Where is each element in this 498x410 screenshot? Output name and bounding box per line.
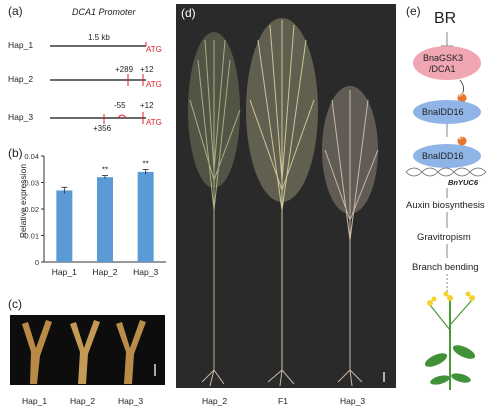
mark-hap3-12: +12	[140, 101, 154, 110]
stem-label-hap2: Hap_2	[70, 396, 96, 406]
gsk3-label-2: /DCA1	[429, 64, 456, 74]
panel-b-label: (b)	[8, 146, 23, 160]
row-name-hap3: Hap_3	[8, 112, 34, 122]
stem-label-hap3: Hap_3	[118, 396, 144, 406]
x-tick-label: Hap_2	[92, 267, 117, 277]
idd16-label-b: BnaIDD16	[422, 151, 464, 161]
stem-hap2	[70, 320, 100, 384]
stem-hap1	[22, 320, 52, 384]
panel-a-label: (a)	[8, 4, 23, 18]
y-tick-label: 0	[35, 258, 39, 267]
length-label: 1.5 kb	[88, 33, 110, 42]
atg-hap1: ATG	[146, 45, 162, 54]
panel-c-label: (c)	[8, 297, 22, 311]
step-auxin: Auxin biosynthesis	[406, 200, 485, 211]
p-label-2: P	[459, 136, 464, 142]
mark-hap2-289: +289	[115, 65, 134, 74]
stem-label-hap1: Hap_1	[22, 396, 48, 406]
gsk3-node	[413, 46, 481, 80]
x-tick-label: Hap_1	[52, 267, 77, 277]
plant-label-f1: F1	[278, 396, 288, 406]
row-name-hap2: Hap_2	[8, 74, 34, 84]
significance-mark: **	[102, 166, 108, 175]
mark-hap3-55: -55	[114, 101, 126, 110]
yuc6-label: BnYUC6	[448, 178, 479, 187]
idd16-label-a: BnaIDD16	[422, 107, 464, 117]
mark-hap3-356: +356	[93, 124, 112, 133]
mark-hap2-12: +12	[140, 65, 154, 74]
promoter-title: DCA1 Promoter	[72, 7, 136, 17]
atg-hap3: ATG	[146, 118, 162, 127]
br-label: BR	[434, 10, 457, 27]
y-tick-label: 0.03	[24, 179, 39, 188]
plant-f1	[249, 20, 315, 370]
plant-f1-canopy	[246, 18, 318, 202]
plant-hap2-canopy	[188, 32, 240, 188]
rapeseed-illustration	[424, 291, 476, 390]
promoter-title-text: DCA1 Promoter	[72, 7, 136, 17]
dna-strand	[405, 167, 487, 177]
plant-hap2	[189, 39, 241, 370]
step-branch-bending: Branch bending	[412, 262, 479, 273]
dna-strand-2	[405, 167, 487, 177]
panel-d-label: (d)	[181, 6, 196, 20]
p-label-1: P	[459, 93, 464, 99]
atg-hap2: ATG	[146, 80, 162, 89]
plant-hap3-canopy	[322, 86, 378, 214]
plant-label-hap3: Hap_3	[340, 396, 366, 406]
roots	[201, 369, 363, 387]
phospho-arrow	[459, 79, 464, 95]
step-gravitropism: Gravitropism	[417, 232, 471, 243]
y-tick-label: 0.02	[24, 205, 39, 214]
significance-mark: **	[143, 160, 149, 169]
y-tick-label: 0.04	[24, 152, 39, 161]
stem-hap3	[116, 320, 146, 384]
gsk3-label-1: BnaGSK3	[423, 53, 464, 63]
x-tick-label: Hap_3	[133, 267, 158, 277]
y-tick-label: 0.01	[24, 232, 39, 241]
p-badge-1	[457, 93, 467, 103]
plant-label-hap2: Hap_2	[202, 396, 228, 406]
hap3-deletion-mark	[117, 114, 127, 119]
p-badge-2	[457, 136, 467, 146]
plant-hap3	[324, 90, 379, 370]
bar-hap1	[56, 190, 73, 262]
idd16-node-a	[413, 100, 481, 124]
panel-e-label: (e)	[406, 4, 421, 18]
idd16-node-b	[413, 144, 481, 168]
bar-hap3	[137, 171, 154, 262]
bar-hap2	[97, 177, 113, 262]
row-name-hap1: Hap_1	[8, 40, 34, 50]
